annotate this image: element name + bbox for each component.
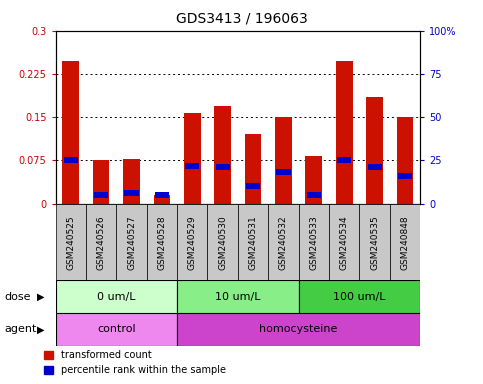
Bar <box>246 184 260 189</box>
Bar <box>305 156 322 204</box>
Bar <box>238 204 268 280</box>
Bar <box>208 204 238 280</box>
Text: GSM240529: GSM240529 <box>188 215 197 270</box>
Bar <box>298 204 329 280</box>
Bar <box>275 117 292 204</box>
Bar <box>125 190 139 196</box>
Text: GSM240528: GSM240528 <box>157 215 167 270</box>
Bar <box>116 204 147 280</box>
Bar <box>94 192 108 198</box>
Bar <box>398 173 412 179</box>
Bar <box>359 204 390 280</box>
Text: homocysteine: homocysteine <box>259 324 338 334</box>
Bar <box>276 169 291 175</box>
Bar <box>397 117 413 204</box>
Text: GSM240527: GSM240527 <box>127 215 136 270</box>
Text: 100 um/L: 100 um/L <box>333 291 386 302</box>
Text: GSM240848: GSM240848 <box>400 215 410 270</box>
Text: GSM240534: GSM240534 <box>340 215 349 270</box>
Bar <box>64 157 78 163</box>
Text: agent: agent <box>5 324 37 334</box>
Text: GDS3413 / 196063: GDS3413 / 196063 <box>176 12 307 25</box>
Bar <box>336 61 353 204</box>
Text: GSM240535: GSM240535 <box>370 215 379 270</box>
Bar <box>147 204 177 280</box>
Bar <box>56 313 177 346</box>
Text: GSM240530: GSM240530 <box>218 215 227 270</box>
Bar <box>93 161 110 204</box>
Legend: transformed count, percentile rank within the sample: transformed count, percentile rank withi… <box>43 351 226 375</box>
Bar <box>56 204 86 280</box>
Bar <box>307 192 321 198</box>
Bar <box>62 61 79 204</box>
Bar <box>329 204 359 280</box>
Text: ▶: ▶ <box>37 291 45 302</box>
Bar <box>337 157 351 163</box>
Text: GSM240526: GSM240526 <box>97 215 106 270</box>
Bar <box>154 195 170 204</box>
Bar <box>245 134 261 204</box>
Bar <box>215 164 230 170</box>
Text: ▶: ▶ <box>37 324 45 334</box>
Bar <box>56 280 177 313</box>
Bar <box>368 164 382 170</box>
Text: control: control <box>97 324 136 334</box>
Text: GSM240531: GSM240531 <box>249 215 257 270</box>
Text: GSM240532: GSM240532 <box>279 215 288 270</box>
Bar <box>214 106 231 204</box>
Bar <box>86 204 116 280</box>
Text: dose: dose <box>5 291 31 302</box>
Bar <box>177 204 208 280</box>
Bar <box>366 97 383 204</box>
Bar <box>177 280 298 313</box>
Text: 10 um/L: 10 um/L <box>215 291 261 302</box>
Bar <box>390 204 420 280</box>
Bar <box>177 313 420 346</box>
Bar <box>123 159 140 204</box>
Text: GSM240525: GSM240525 <box>66 215 75 270</box>
Bar <box>184 113 200 204</box>
Bar <box>185 163 199 169</box>
Text: GSM240533: GSM240533 <box>309 215 318 270</box>
Bar <box>268 204 298 280</box>
Text: 0 um/L: 0 um/L <box>97 291 136 302</box>
Bar <box>155 192 169 198</box>
Bar <box>298 280 420 313</box>
